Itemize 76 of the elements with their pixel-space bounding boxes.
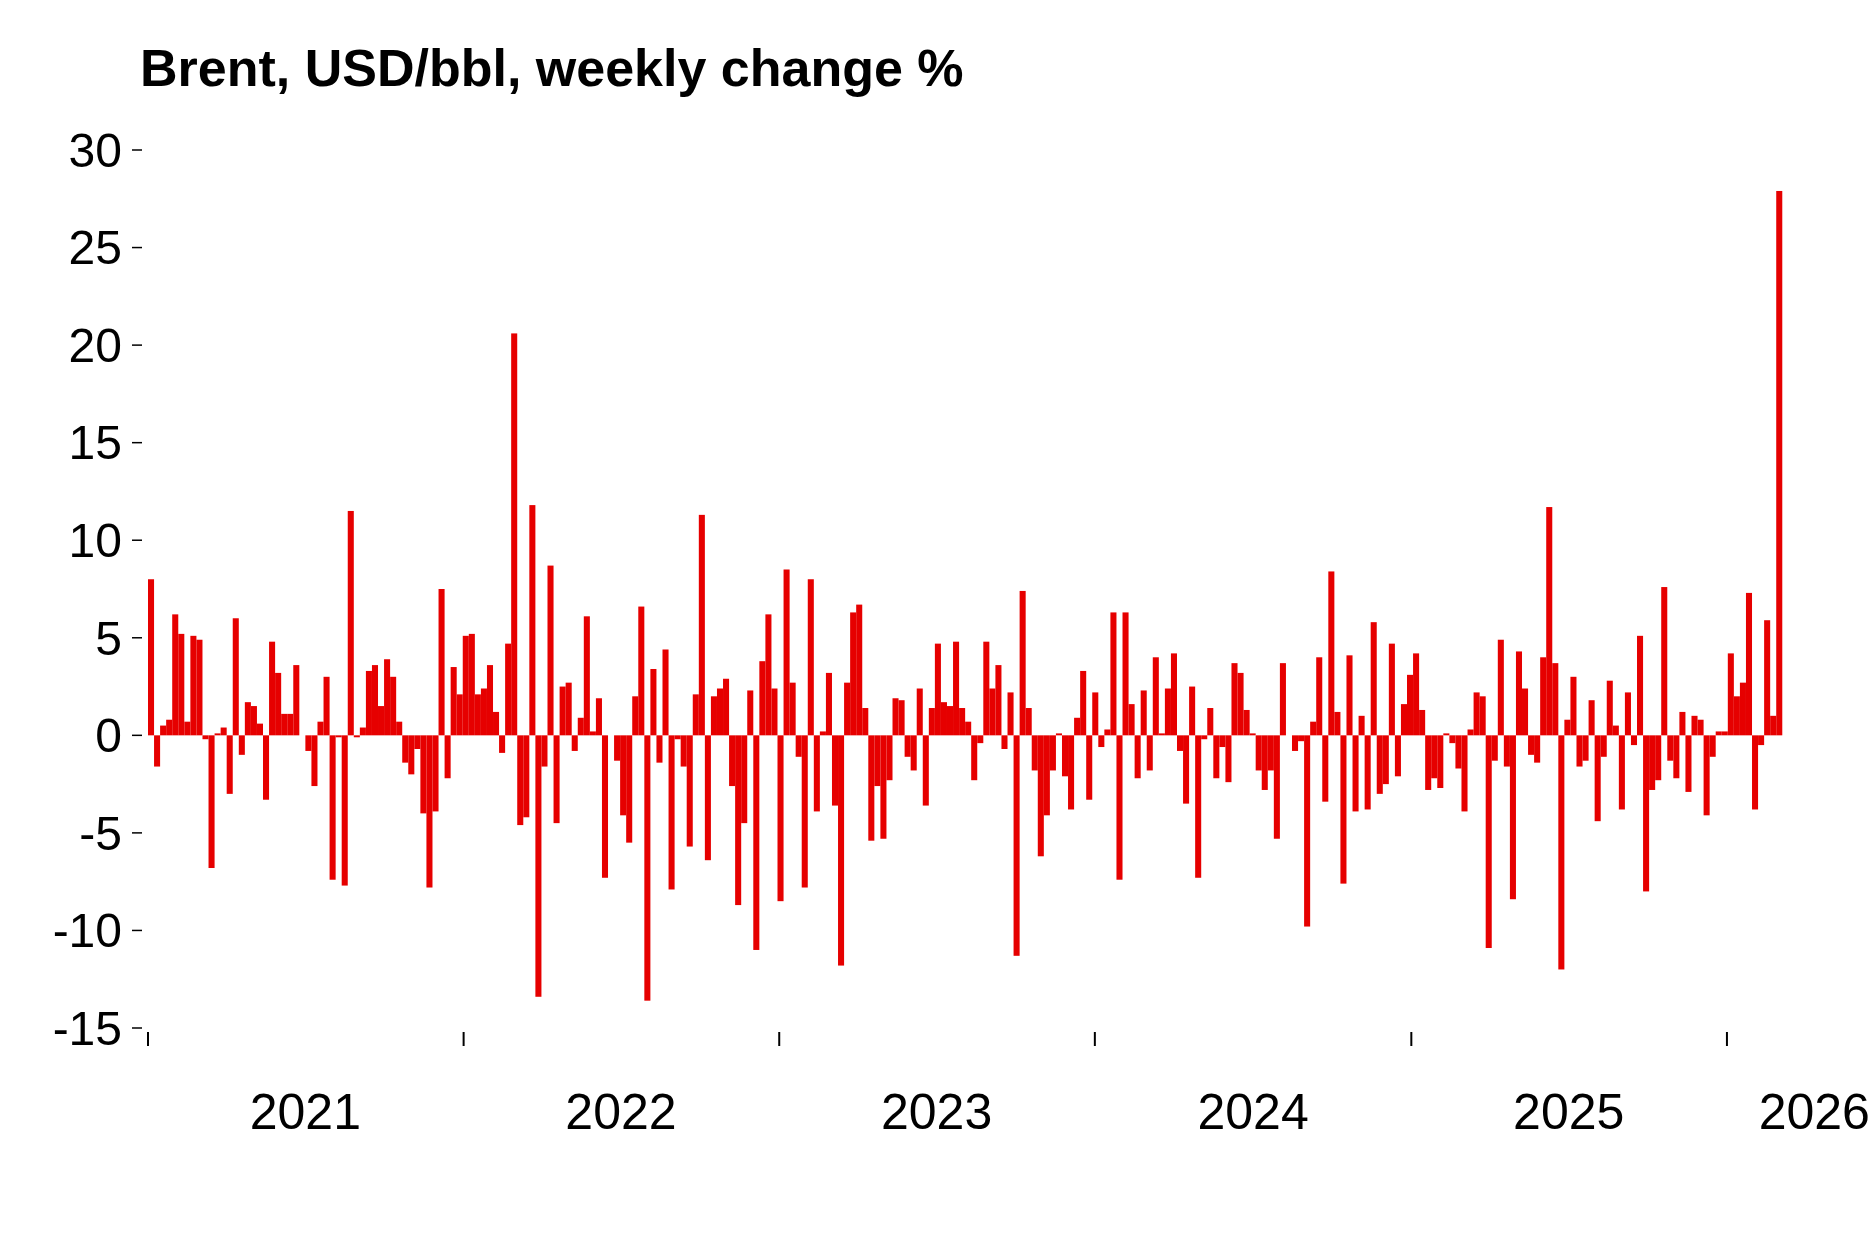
- y-tick-label: -5: [79, 806, 122, 860]
- x-tick-label: 2022: [565, 1084, 677, 1140]
- bar: [1637, 635, 1644, 736]
- bar: [1001, 735, 1008, 749]
- bar: [813, 735, 820, 812]
- bar: [1140, 690, 1147, 736]
- bar: [1370, 622, 1377, 736]
- y-tick-label: -10: [52, 904, 122, 958]
- bar: [1007, 692, 1014, 736]
- bar: [547, 565, 554, 736]
- bar: [662, 649, 669, 736]
- bar: [1588, 700, 1595, 736]
- bar: [226, 735, 233, 794]
- y-tick-label: 5: [95, 611, 122, 665]
- bar: [499, 735, 506, 753]
- bar: [553, 735, 560, 824]
- bar: [656, 735, 663, 763]
- bar: [1146, 735, 1153, 771]
- bar: [154, 735, 161, 767]
- bar: [1558, 735, 1565, 970]
- bar: [438, 589, 445, 736]
- y-tick-label: 30: [68, 123, 122, 177]
- bar: [704, 735, 711, 861]
- bar: [1358, 715, 1365, 736]
- bar: [1364, 735, 1371, 810]
- bar: [1207, 708, 1214, 736]
- bar: [747, 690, 754, 736]
- bar: [1086, 735, 1093, 800]
- y-tick-label: -15: [52, 1001, 122, 1055]
- bar: [1346, 655, 1353, 736]
- bar: [1618, 735, 1625, 810]
- bar: [1279, 663, 1286, 736]
- bar: [232, 618, 239, 736]
- bar: [263, 735, 270, 800]
- bar: [1679, 711, 1686, 736]
- x-tick-label: 2026: [1758, 1084, 1870, 1140]
- y-tick-label: 25: [68, 221, 122, 275]
- bar: [1388, 643, 1395, 736]
- bar: [1352, 735, 1359, 812]
- bar: [916, 688, 923, 736]
- chart-title: Brent, USD/bbl, weekly change %: [140, 39, 964, 97]
- bar: [1661, 587, 1668, 736]
- bar: [1098, 735, 1105, 748]
- bar: [644, 735, 651, 1001]
- bar: [1630, 735, 1638, 746]
- bar: [753, 735, 760, 950]
- x-tick-label: 2025: [1513, 1084, 1625, 1140]
- bar: [807, 579, 814, 736]
- bar: [1497, 639, 1504, 736]
- y-tick-label: 10: [68, 514, 122, 568]
- bar: [601, 735, 609, 878]
- y-tick-label: 20: [68, 318, 122, 372]
- bar: [529, 505, 536, 736]
- bar: [1116, 735, 1123, 880]
- y-tick-label: 0: [95, 709, 122, 763]
- y-tick-label: 15: [68, 416, 122, 470]
- bar: [1394, 735, 1401, 777]
- bar: [1013, 735, 1020, 956]
- bar: [1624, 692, 1631, 736]
- x-tick-label: 2021: [249, 1084, 361, 1140]
- bar: [1340, 735, 1347, 884]
- bar: [650, 669, 657, 736]
- bar: [1189, 686, 1196, 736]
- bar: [571, 735, 578, 751]
- bar: [238, 735, 245, 755]
- bar: [1685, 735, 1692, 792]
- bar: [922, 735, 929, 806]
- bar: [148, 579, 155, 736]
- bar: [1322, 735, 1329, 802]
- x-tick-label: 2023: [880, 1084, 993, 1140]
- bar: [1092, 692, 1099, 736]
- bar: [444, 735, 451, 779]
- bar: [777, 735, 784, 902]
- bar: [347, 510, 354, 736]
- bar: [1134, 735, 1141, 779]
- x-tick-label: 2024: [1197, 1084, 1309, 1140]
